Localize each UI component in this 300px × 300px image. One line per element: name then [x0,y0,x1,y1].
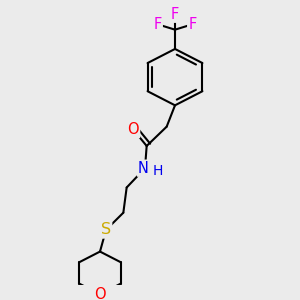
Text: F: F [171,7,179,22]
Text: F: F [188,17,196,32]
Text: O: O [94,287,106,300]
Text: F: F [154,17,162,32]
Text: H: H [152,164,163,178]
Text: S: S [101,222,111,237]
Text: N: N [138,161,149,176]
Text: O: O [128,122,139,137]
